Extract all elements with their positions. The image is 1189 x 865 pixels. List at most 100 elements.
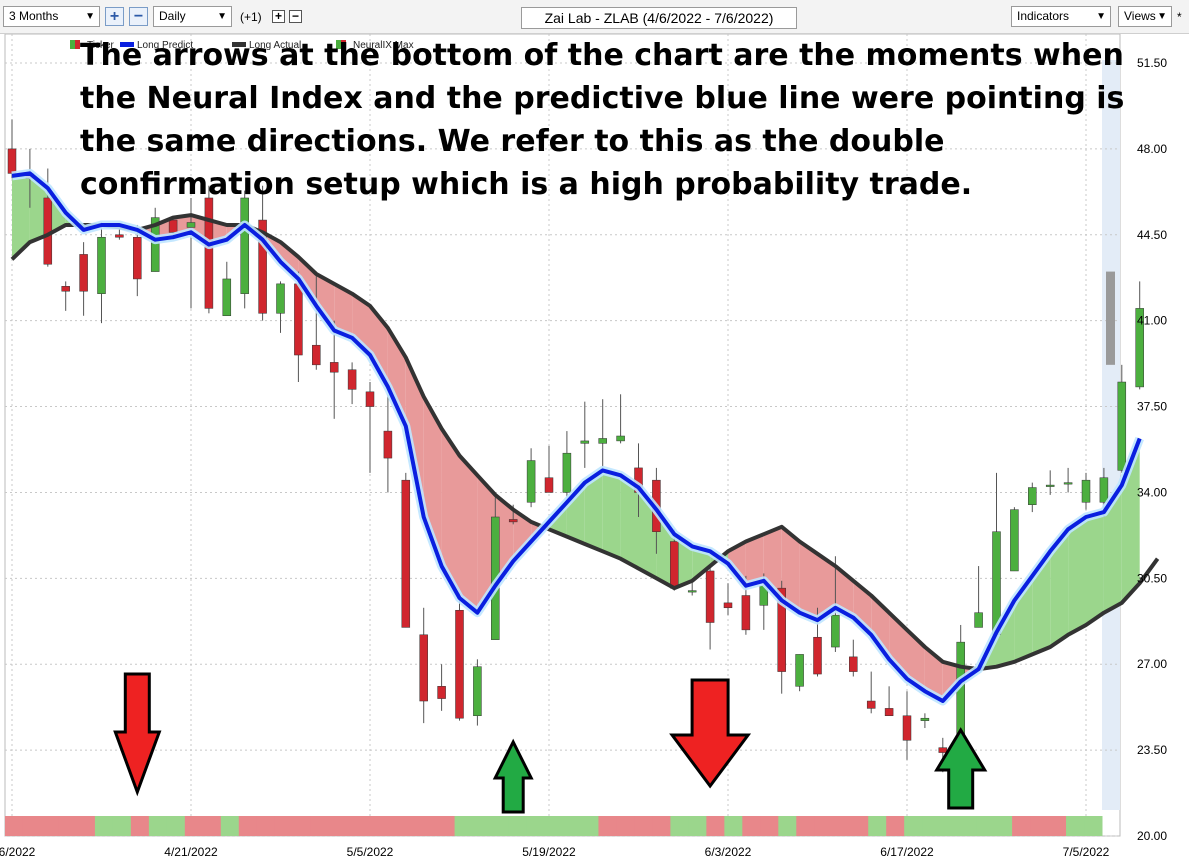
neural-index-up [490, 816, 510, 836]
candle-up [1045, 484, 1055, 487]
neural-index-up [220, 816, 240, 836]
candle-up [687, 590, 697, 593]
candle-down [884, 708, 894, 717]
neural-index-up [454, 816, 474, 836]
neural-index-down [634, 816, 653, 836]
neural-index-down [238, 816, 258, 836]
fill-bullish [620, 475, 639, 569]
neural-index-down [1030, 816, 1049, 836]
long-predict-line [11, 171, 1142, 703]
candle-down [7, 148, 17, 174]
candle-up [1117, 381, 1127, 471]
candle-up [974, 612, 983, 628]
neural-index-up [526, 816, 546, 836]
neural-index-down [850, 816, 869, 836]
range-dropdown[interactable]: 3 Months ▼ [3, 6, 100, 27]
neural-index-down [364, 816, 384, 836]
candle-down [419, 634, 428, 702]
candle-up [580, 440, 590, 444]
candle-down [79, 254, 88, 292]
neural-index-up [580, 816, 599, 836]
neural-index-down [598, 816, 617, 836]
fill-bearish [370, 305, 388, 387]
legend-swatch [120, 42, 134, 47]
neural-index-down [202, 816, 222, 836]
neural-index-down [346, 816, 366, 836]
views-label: Views [1124, 9, 1156, 23]
candle-down [455, 609, 464, 719]
neural-index-down [58, 816, 78, 836]
neural-index-down [706, 816, 725, 836]
candle-up [1135, 308, 1144, 388]
neural-index-down [5, 816, 24, 836]
candle-down [670, 541, 679, 589]
legend-label: Long Actual [249, 40, 301, 51]
candle-up [562, 452, 572, 493]
legend-swatch [70, 40, 75, 49]
fill-bullish [1103, 485, 1122, 613]
candle-down [168, 219, 178, 233]
x-tick-label: 7/5/2022 [1063, 845, 1110, 859]
forecast-column [1102, 60, 1120, 810]
candle-down [61, 286, 70, 292]
neural-index-up [688, 816, 707, 836]
neural-index-down [310, 816, 330, 836]
offset-label: (+1) [240, 10, 262, 24]
candle-down [705, 570, 715, 623]
x-tick-label: 6/17/2022 [880, 845, 934, 859]
candle-up [222, 278, 232, 317]
neural-index-up [976, 816, 995, 836]
neural-index-up [778, 816, 797, 836]
legend-item: Ticker [70, 40, 115, 51]
y-tick-label: 30.50 [1137, 571, 1167, 585]
forecast-bar [1106, 271, 1115, 365]
chevron-down-icon: ▼ [85, 11, 95, 22]
neural-index-down [256, 816, 276, 836]
neural-index-down [418, 816, 438, 836]
candle-up [956, 641, 965, 741]
legend-label: Ticker [87, 40, 115, 51]
legend-item: Long Predict [120, 40, 193, 51]
candle-up [1081, 479, 1091, 503]
range-value: 3 Months [9, 9, 59, 23]
candle-down [204, 197, 214, 309]
legend-swatch [341, 40, 346, 49]
neural-index-up [562, 816, 581, 836]
candle-up [1028, 487, 1037, 505]
neural-index-down [22, 816, 42, 836]
sell-arrow [669, 678, 752, 789]
candle-up [1010, 509, 1019, 572]
views-star: * [1177, 10, 1182, 24]
neural-index-down [382, 816, 402, 836]
fill-bearish [334, 283, 353, 338]
long-actual-line [10, 213, 1160, 672]
offset-plus-button[interactable]: + [272, 10, 285, 23]
legend-swatch [336, 40, 341, 49]
neural-index-up [148, 816, 168, 836]
indicators-dropdown[interactable]: Indicators ▼ [1011, 6, 1111, 27]
symbol-title[interactable]: Zai Lab - ZLAB (4/6/2022 - 7/6/2022) [521, 7, 797, 29]
views-dropdown[interactable]: Views ▼ [1118, 6, 1172, 27]
legend-item: Long Actual [232, 40, 301, 51]
zoom-out-button[interactable]: − [129, 7, 148, 26]
neural-index-down [1048, 816, 1067, 836]
fill-bearish [781, 526, 800, 613]
interval-dropdown[interactable]: Daily ▼ [153, 6, 232, 27]
neural-index-up [1066, 816, 1085, 836]
fill-bearish [817, 553, 836, 621]
neural-index-down [796, 816, 815, 836]
legend-swatch [232, 42, 246, 47]
offset-minus-button[interactable]: − [289, 10, 302, 23]
candle-down [115, 234, 124, 238]
fill-bullish [1068, 516, 1086, 635]
candle-down [294, 283, 303, 356]
price-chart[interactable]: 51.50 48.00 44.50 41.00 37.50 34.00 30.50 27.00… [0, 34, 1189, 865]
fill-bullish [584, 470, 603, 552]
neural-index-up [94, 816, 114, 836]
zoom-in-button[interactable]: + [105, 7, 124, 26]
y-tick-label: 23.50 [1137, 743, 1167, 757]
fill-bearish [459, 455, 478, 613]
fill-bullish [602, 470, 621, 559]
fill-bullish [1050, 529, 1069, 648]
neural-index-down [76, 816, 96, 836]
